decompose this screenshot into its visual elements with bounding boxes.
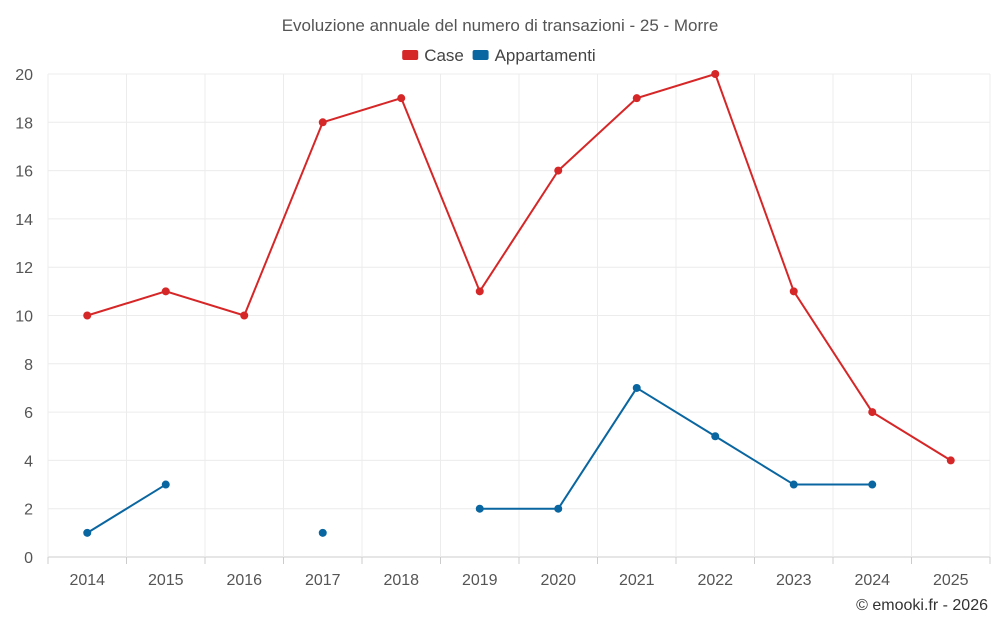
data-point-appartamenti-2014[interactable]: [83, 528, 92, 537]
data-point-case-2022[interactable]: [711, 70, 720, 78]
legend-swatch: [402, 50, 419, 60]
data-point-appartamenti-2020[interactable]: [554, 504, 563, 513]
x-tick-label: 2024: [854, 572, 890, 589]
data-point-appartamenti-2021[interactable]: [632, 383, 641, 392]
data-point-case-2014[interactable]: [83, 311, 92, 320]
x-tick-label: 2016: [226, 572, 262, 589]
data-point-appartamenti-2015[interactable]: [161, 480, 170, 489]
x-tick-label: 2023: [776, 572, 812, 589]
data-point-case-2023[interactable]: [789, 287, 798, 296]
x-tick-label: 2020: [540, 572, 576, 589]
data-point-appartamenti-2022[interactable]: [711, 432, 720, 441]
series-case: [83, 70, 955, 465]
y-tick-label: 14: [15, 212, 33, 229]
y-tick-label: 4: [24, 453, 33, 470]
credit-text: © emooki.fr - 2026: [856, 597, 988, 614]
series-line-appartamenti: [479, 386, 873, 510]
y-tick-label: 10: [15, 309, 33, 326]
y-tick-label: 8: [24, 357, 33, 374]
y-tick-label: 20: [15, 67, 33, 84]
data-point-appartamenti-2019[interactable]: [475, 504, 484, 513]
x-axis: 2014 2015 2016 2017 2018 2019 2020 2021 2022 2023…: [69, 572, 968, 589]
y-tick-label: 2: [24, 502, 33, 519]
data-point-case-2021[interactable]: [632, 94, 641, 103]
chart-title: Evoluzione annuale del numero di transaz…: [282, 16, 719, 35]
data-point-case-2020[interactable]: [554, 166, 563, 175]
y-tick-label: 0: [24, 550, 33, 567]
x-tick-label: 2019: [462, 572, 498, 589]
data-point-case-2024[interactable]: [868, 408, 877, 417]
series-appartamenti: [83, 383, 877, 537]
y-tick-label: 12: [15, 260, 33, 277]
legend-swatch: [472, 50, 489, 60]
legend-label: Appartamenti: [495, 46, 596, 65]
data-point-case-2018[interactable]: [397, 94, 406, 103]
y-tick-label: 16: [15, 164, 33, 181]
y-axis: 0 2 4 6 8 10 12 14 16 18 20: [15, 67, 33, 567]
x-tick-label: 2025: [933, 572, 969, 589]
x-tick-label: 2018: [383, 572, 419, 589]
data-point-appartamenti-2017[interactable]: [318, 528, 327, 537]
y-tick-label: 18: [15, 115, 33, 132]
series-layer: [83, 70, 955, 537]
x-tick-label: 2014: [69, 572, 105, 589]
legend-label: Case: [424, 46, 464, 65]
data-point-appartamenti-2024[interactable]: [868, 480, 877, 489]
legend-item-case[interactable]: Case: [402, 46, 464, 65]
data-point-case-2015[interactable]: [161, 287, 170, 296]
legend-item-appartamenti[interactable]: Appartamenti: [472, 46, 596, 65]
data-point-case-2019[interactable]: [475, 287, 484, 296]
x-tick-label: 2021: [619, 572, 655, 589]
x-tick-label: 2017: [305, 572, 341, 589]
data-point-appartamenti-2023[interactable]: [789, 480, 798, 489]
y-tick-label: 6: [24, 405, 33, 422]
x-tick-label: 2015: [148, 572, 184, 589]
legend: Case Appartamenti: [402, 46, 596, 65]
series-line-case: [86, 72, 952, 462]
data-point-case-2016[interactable]: [240, 311, 249, 320]
data-point-case-2017[interactable]: [318, 118, 327, 127]
grid: [47, 73, 991, 564]
series-line-appartamenti: [86, 483, 167, 534]
x-tick-label: 2022: [697, 572, 733, 589]
data-point-case-2025[interactable]: [946, 456, 955, 465]
